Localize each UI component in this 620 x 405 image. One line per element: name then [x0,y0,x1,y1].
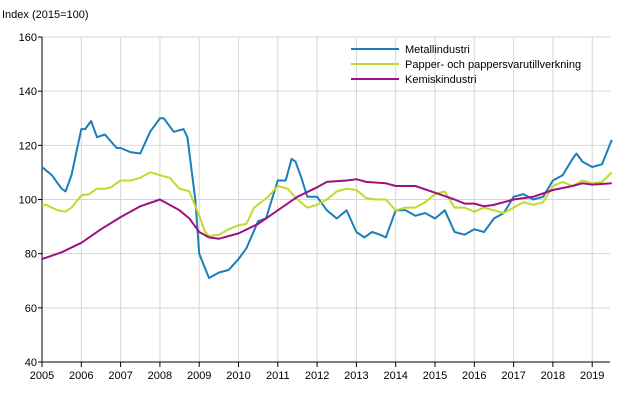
x-tick-label: 2015 [423,370,447,382]
x-tick-label: 2013 [344,370,368,382]
x-tick-label: 2016 [462,370,486,382]
x-tick-label: 2007 [108,370,132,382]
x-tick-label: 2012 [305,370,329,382]
x-tick-label: 2019 [580,370,604,382]
y-tick-label: 160 [19,32,37,44]
x-tick-label: 2008 [148,370,172,382]
y-tick-label: 100 [19,195,37,207]
series-line-3 [41,178,612,261]
y-tick-label: 120 [19,140,37,152]
y-tick-label: 80 [25,249,37,261]
axes: 40 60 80 100 120 140 160 2005 2006 2007 2008 2009 20… [19,32,610,382]
legend-label: Metallindustri [405,44,470,56]
y-tick-label: 140 [19,86,37,98]
x-tick-label: 2017 [501,370,525,382]
y-tick-label: 40 [25,357,37,369]
x-tick-label: 2011 [266,370,290,382]
legend-label: Papper- och pappersvarutillverkning [405,59,581,71]
x-tick-label: 2018 [541,370,565,382]
series-line-2 [42,171,613,238]
x-tick-label: 2014 [383,370,407,382]
x-tick-label: 2005 [30,370,54,382]
x-tick-label: 2009 [187,370,211,382]
legend: Metallindustri Papper- och pappersvarutil… [351,44,581,86]
x-tick-label: 2006 [69,370,93,382]
legend-label: Kemiskindustri [405,74,477,86]
y-tick-label: 60 [25,303,37,315]
y-axis-label: Index (2015=100) [2,9,89,21]
x-tick-label: 2010 [226,370,250,382]
series-lines [41,117,613,279]
